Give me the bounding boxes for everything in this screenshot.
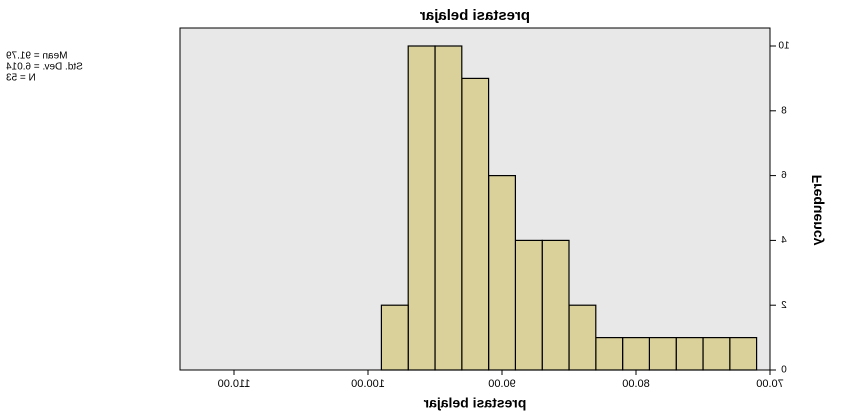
bars-layer [380,45,758,371]
text-layer: prestasi belajar prestasi belajar Frequenc… [6,7,825,411]
chart-title: prestasi belajar [420,7,530,24]
histogram-bar-8 [514,239,543,371]
y-axis: 0 2 4 6 8 10 [769,28,790,376]
y-tick-label-0: 0 [781,365,787,376]
y-tick-label-5: 10 [778,41,790,52]
histogram-bar-9 [488,175,517,371]
x-tick-label-4: 110.00 [218,378,251,390]
histogram-bar-6 [568,304,597,371]
y-tick-label-2: 4 [781,235,787,246]
y-tick-label-3: 6 [781,170,787,181]
stats-line-1: Std. Dev. = 6.014 [6,62,83,73]
x-tick-label-1: 80.00 [622,378,650,390]
histogram-bar-12 [407,45,436,371]
histogram-bar-5 [595,337,624,371]
histogram-bar-2 [675,337,704,371]
y-tick-label-1: 2 [781,300,787,311]
x-axis: 70.00 80.00 90.00 100.00 110.00 [180,369,784,390]
histogram-bar-7 [541,239,570,371]
histogram-bar-3 [648,337,677,371]
histogram-bar-13 [380,304,409,371]
y-tick-label-4: 8 [781,105,787,116]
stats-line-0: Mean = 91.79 [6,51,68,62]
histogram-bar-4 [621,337,650,371]
histogram-bar-11 [434,45,463,371]
histogram-bar-10 [461,77,490,371]
x-tick-label-2: 90.00 [488,378,516,390]
x-tick-label-0: 70.00 [756,378,784,390]
histogram-bar-0 [729,337,758,371]
y-axis-title: Frequency [809,175,825,246]
x-axis-title: prestasi belajar [423,395,526,411]
histogram-bar-1 [702,337,731,371]
x-tick-label-3: 100.00 [351,378,385,390]
stats-line-2: N = 53 [6,73,36,84]
